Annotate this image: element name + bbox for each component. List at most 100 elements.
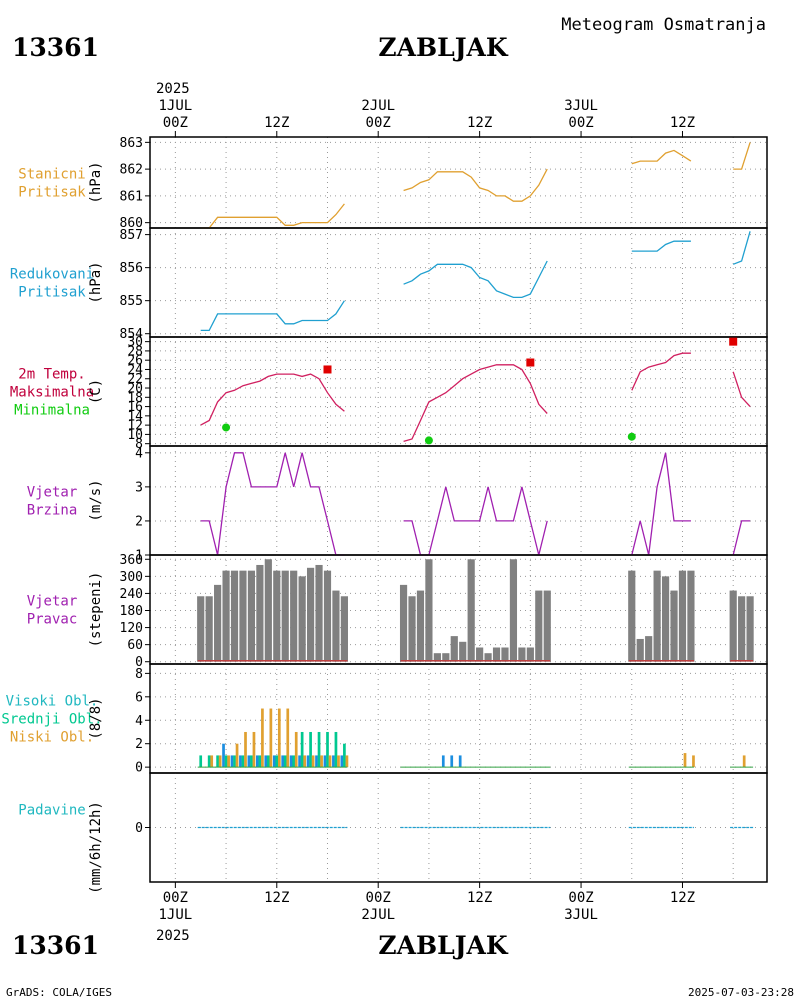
cloud-bar: [692, 755, 695, 768]
y-tick-label: 855: [120, 294, 143, 309]
panel-frame: [149, 227, 768, 338]
cloud-bar: [294, 731, 298, 768]
y-tick-label: 24: [127, 363, 143, 378]
cloud-bar: [247, 755, 251, 768]
bottom-year-label: 2025: [156, 928, 190, 944]
cloud-bar: [315, 755, 318, 768]
wind-direction-bar: [416, 590, 425, 662]
wind-direction-bar: [518, 647, 526, 662]
wind-direction-bar: [281, 570, 289, 662]
wind-direction-bar: [526, 647, 534, 662]
unit-label: (mm/6h/12h): [88, 801, 104, 894]
cloud-bar: [241, 755, 245, 768]
wind-direction-bar: [687, 570, 695, 662]
bottom-time-label: 00Z: [366, 890, 391, 906]
wind-direction-bar: [459, 641, 467, 662]
cloud-bar: [345, 755, 349, 768]
cloud-bar: [306, 755, 310, 768]
cloud-bar: [218, 755, 222, 768]
wind-direction-bar: [340, 596, 348, 662]
panel-label: Maksimalna: [10, 385, 94, 401]
y-tick-label: 3: [135, 480, 143, 495]
panel-label: Minimalna: [14, 403, 90, 419]
wind-direction-bar: [729, 590, 737, 662]
wind-direction-bar: [298, 576, 306, 662]
series-line: [732, 520, 751, 556]
wind-direction-bar: [399, 584, 408, 662]
panel-label: Pritisak: [18, 185, 86, 201]
unit-label: (m/s): [88, 479, 104, 521]
cloud-bar: [235, 743, 239, 768]
cloud-bar: [275, 755, 279, 768]
bottom-date-label: 2JUL: [361, 907, 395, 923]
cloud-bar: [272, 755, 276, 768]
cloud-bar: [258, 755, 262, 768]
y-tick-label: 180: [120, 604, 143, 619]
bottom-date-label: 1JUL: [158, 907, 192, 923]
wind-direction-bar: [323, 570, 332, 662]
cloud-bar: [210, 755, 214, 768]
panel-label: Vjetar: [27, 485, 78, 501]
y-tick-label: 4: [135, 446, 143, 461]
wind-direction-bar: [661, 576, 670, 662]
top-time-label: 12Z: [670, 115, 695, 131]
cloud-bar: [289, 755, 293, 768]
footer-credit: GrADS: COLA/IGES: [6, 986, 112, 999]
panel-label: Pritisak: [18, 285, 86, 301]
y-tick-label: 860: [120, 216, 143, 231]
min-temp-marker: [627, 432, 636, 441]
cloud-bar: [328, 755, 332, 768]
top-time-label: 12Z: [467, 115, 492, 131]
panel-label: 2m Temp.: [18, 367, 85, 383]
min-temp-marker: [222, 423, 231, 432]
wind-direction-bar: [645, 636, 653, 662]
wind-direction-bar: [501, 647, 509, 662]
cloud-bar: [441, 755, 445, 768]
cloud-bar: [343, 743, 346, 768]
cloud-bar: [323, 755, 327, 768]
y-tick-label: 120: [120, 621, 143, 636]
min-temp-marker: [424, 436, 433, 445]
y-tick-label: 0: [135, 821, 143, 836]
series-line: [732, 371, 751, 408]
cloud-bar: [216, 755, 219, 768]
top-time-label: 00Z: [568, 115, 593, 131]
wind-direction-bar: [636, 638, 644, 662]
y-tick-label: 26: [127, 354, 143, 369]
wind-direction-bar: [535, 590, 543, 662]
y-tick-label: 12: [127, 419, 143, 434]
wind-direction-bar: [239, 570, 247, 662]
wind-direction-bar: [738, 596, 746, 662]
cloud-bar: [239, 755, 242, 768]
y-tick-label: 856: [120, 261, 143, 276]
panel-frame: [149, 336, 768, 447]
panel-cloud-cover: 0 2 4 6 8 Visoki Obl. Srednji Obl. Niski Obl.(8…: [1, 663, 768, 776]
unit-label: (C): [88, 379, 104, 404]
panel-wind-speed: 1 2 3 4 Vjetar Brzina (m/s): [27, 445, 768, 564]
y-tick-label: 10: [127, 428, 143, 443]
wind-direction-bar: [315, 564, 323, 662]
footer: 13361 ZABLJAK GrADS: COLA/IGES 2025-07-0…: [6, 931, 794, 999]
cloud-bar: [683, 753, 687, 768]
panel-precipitation: 0 Padavine (mm/6h/12h): [18, 772, 768, 894]
wind-direction-bar: [273, 570, 281, 662]
cloud-bar: [255, 755, 259, 768]
bottom-time-label: 00Z: [568, 890, 593, 906]
cloud-bar: [277, 708, 281, 768]
y-tick-label: 0: [135, 761, 143, 776]
cloud-bar: [298, 755, 301, 768]
cloud-bar: [199, 755, 203, 768]
wind-direction-bar: [653, 570, 661, 662]
footer-station-name: ZABLJAK: [378, 931, 509, 960]
y-tick-label: 2: [135, 514, 143, 529]
wind-direction-bar: [670, 590, 678, 662]
wind-direction-bar: [476, 647, 484, 662]
cloud-bar: [292, 755, 296, 768]
footer-station-id: 13361: [12, 931, 99, 960]
series-line: [631, 240, 691, 252]
wind-direction-bar: [256, 564, 264, 662]
top-time-label: 12Z: [264, 115, 289, 131]
y-tick-label: 854: [120, 327, 144, 342]
y-tick-label: 861: [120, 189, 143, 204]
